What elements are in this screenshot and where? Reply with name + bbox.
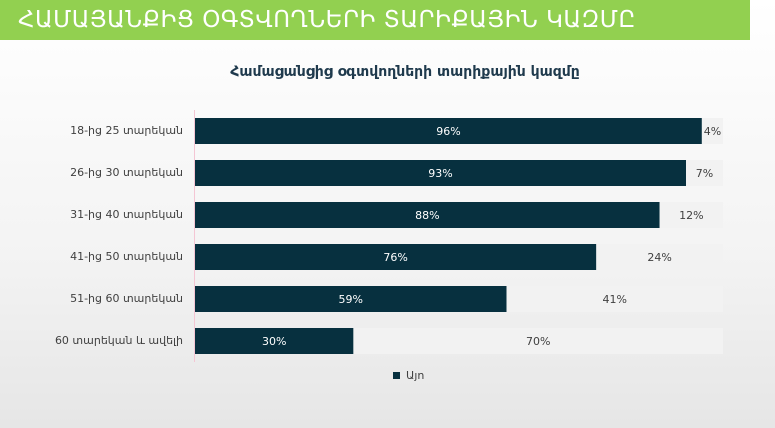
y-tick-label: 31-ից 40 տարեկան — [70, 208, 183, 221]
value-label: 4% — [704, 125, 721, 138]
chart-title: Համացանցից օգտվողների տարիքային կազմը — [230, 64, 580, 80]
value-label: 76% — [383, 251, 407, 264]
y-tick-label: 26-ից 30 տարեկան — [70, 166, 183, 179]
bar-segment — [506, 286, 723, 312]
value-label: 7% — [696, 167, 713, 180]
legend-label: Այո — [406, 369, 424, 382]
value-label: 96% — [436, 125, 460, 138]
y-tick-label: 41-ից 50 տարեկան — [70, 250, 183, 263]
bar-segment — [353, 328, 723, 354]
bar-segment — [195, 328, 354, 354]
bar-segment — [195, 118, 702, 144]
value-label: 70% — [526, 335, 550, 348]
value-label: 88% — [415, 209, 439, 222]
value-label: 93% — [428, 167, 452, 180]
banner-title: ՀԱՄԱՅԱՆՔԻՑ ՕԳՏՎՈՂՆԵՐԻ ՏԱՐԻՔԱՅԻՆ ԿԱԶՄԸ — [18, 7, 636, 33]
value-label: 59% — [339, 293, 363, 306]
value-label: 30% — [262, 335, 286, 348]
value-label: 12% — [679, 209, 703, 222]
bar-segment — [195, 244, 597, 270]
bar-segment — [596, 244, 723, 270]
y-tick-label: 51-ից 60 տարեկան — [70, 292, 183, 305]
bar-segment — [195, 286, 507, 312]
banner: ՀԱՄԱՅԱՆՔԻՑ ՕԳՏՎՈՂՆԵՐԻ ՏԱՐԻՔԱՅԻՆ ԿԱԶՄԸ — [0, 0, 750, 40]
bar-segment — [701, 118, 723, 144]
value-label: 41% — [603, 293, 627, 306]
bar-segment — [686, 160, 723, 186]
bar-segment — [195, 160, 687, 186]
bar-segment — [659, 202, 723, 228]
y-tick-label: 60 տարեկան և ավելի — [55, 334, 183, 347]
y-tick-label: 18-ից 25 տարեկան — [70, 124, 183, 137]
bar-segment — [195, 202, 660, 228]
value-label: 24% — [647, 251, 671, 264]
legend-swatch — [393, 372, 400, 379]
